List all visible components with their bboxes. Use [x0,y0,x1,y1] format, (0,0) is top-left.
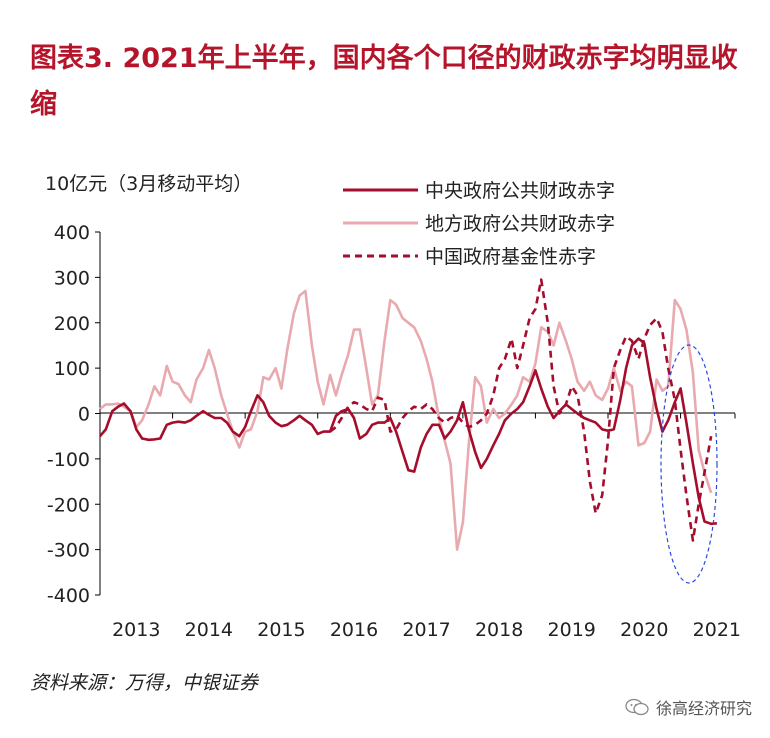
x-tick-label: 2014 [185,619,233,641]
source-note: 资料来源：万得，中银证券 [30,672,259,694]
series-line-1 [99,289,713,551]
y-tick-label: 400 [54,222,90,244]
y-tick-label: 100 [54,358,90,380]
highlight-ellipse [660,344,718,584]
x-tick-label: 2016 [330,619,378,641]
y-tick-label: 300 [54,267,90,289]
y-tick-label: -100 [47,449,90,471]
y-tick-label: -400 [47,585,90,607]
series-lines [99,278,718,551]
series-line-0 [99,337,718,526]
y-axis-ticks: 400 300 200 100 0 -100 -200 -300 -400 [47,222,100,607]
legend-label-2: 中国政府基金性赤字 [425,246,596,268]
watermark: 徐高经济研究 [624,695,752,719]
legend-label-1: 地方政府公共财政赤字 [425,213,615,235]
x-tick-label: 2020 [620,619,668,641]
legend-label-0: 中央政府公共财政赤字 [425,180,615,202]
x-tick-label: 2013 [112,619,160,641]
chart-title: 图表3. 2021年上半年，国内各个口径的财政赤字均明显收缩 [30,43,738,120]
watermark-text: 徐高经济研究 [655,699,752,718]
y-tick-label: 200 [54,313,90,335]
x-tick-label: 2017 [402,619,450,641]
x-tick-label: 2018 [475,619,523,641]
y-tick-label: 0 [78,404,90,426]
y-tick-label: -300 [47,540,90,562]
series-line-2 [329,278,713,542]
x-tick-label: 2021 [693,619,741,641]
x-tick-label: 2019 [548,619,596,641]
y-axis-label: 10亿元（3月移动平均） [45,173,252,195]
wechat-icon [625,698,649,716]
x-axis-ticks: 2013 2014 2015 2016 2017 2018 2019 2020 2021 [99,413,741,641]
x-tick-label: 2015 [257,619,305,641]
y-tick-label: -200 [47,494,90,516]
